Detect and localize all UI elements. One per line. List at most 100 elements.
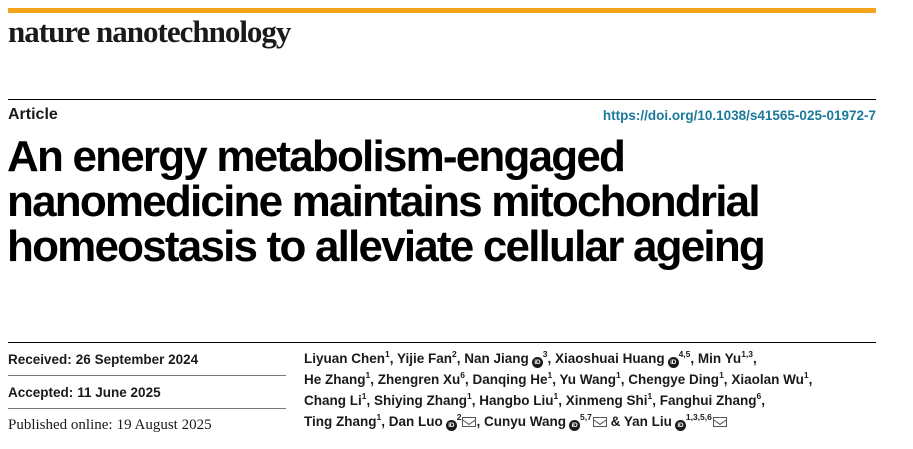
doi-link[interactable]: https://doi.org/10.1038/s41565-025-01972… [602,108,876,123]
author-name[interactable]: Shiying Zhang [374,393,467,408]
author-name[interactable]: Ting Zhang [304,414,377,429]
author-entry[interactable]: He Zhang1, [304,370,378,387]
article-title-line: An energy metabolism-engaged [7,132,626,181]
affiliation-superscript: 1 [361,391,367,401]
received-date: Received: 26 September 2024 [8,343,286,376]
affiliation-superscript: 2 [456,412,462,422]
affiliation-superscript: 4,5 [678,349,691,359]
author-name[interactable]: Nan Jiang [464,351,529,366]
author-entry[interactable]: Shiying Zhang1, [374,391,480,408]
author-line: He Zhang1, Zhengren Xu6, Danqing He1, Yu… [304,369,879,390]
author-entry[interactable]: Fanghui Zhang6, [659,392,766,408]
author-separator: , [381,414,389,429]
author-entry[interactable]: Min Yu1,3, [697,349,757,366]
author-entry[interactable]: Yan Liu iD1,3,5,6 [623,412,727,431]
received-value: 26 September 2024 [75,351,199,367]
affiliation-superscript: 1 [365,370,371,380]
article-title: An energy metabolism-engaged nanomedicin… [7,134,877,269]
published-value: 19 August 2025 [116,417,212,433]
affiliation-superscript: 1 [719,370,724,380]
publication-dates: Received: 26 September 2024 Accepted: 11… [8,343,286,442]
author-line: Liyuan Chen1, Yijie Fan2, Nan Jiang iD3, … [304,348,879,369]
accepted-value: 11 June 2025 [77,384,161,400]
author-name[interactable]: He Zhang [304,372,366,387]
author-name[interactable]: Fanghui Zhang [659,393,757,408]
journal-accent-rule [8,8,876,13]
orcid-icon[interactable]: iD [569,420,580,431]
author-separator: , [471,393,480,408]
published-label: Published online: [8,417,113,433]
affiliation-superscript: 3 [542,349,548,359]
author-entry[interactable]: Liyuan Chen1, [304,350,398,366]
affiliation-superscript: 1 [376,412,382,422]
accepted-date: Accepted: 11 June 2025 [8,376,286,409]
affiliation-superscript: 1 [467,391,472,401]
orcid-icon[interactable]: iD [674,420,686,431]
author-entry[interactable]: Yijie Fan2, [397,349,464,366]
orcid-icon[interactable]: iD [445,420,457,431]
author-entry[interactable]: Xiaolan Wu1, [731,370,813,387]
affiliation-superscript: 1 [547,370,553,380]
affiliation-superscript: 2 [452,349,457,359]
author-name[interactable]: Yu Wang [559,372,617,387]
author-separator: , [558,393,566,408]
accepted-label: Accepted: [8,384,74,400]
author-name[interactable]: Zhengren Xu [377,372,461,387]
author-entry[interactable]: Hangbo Liu1, [479,391,566,408]
author-entry[interactable]: Danqing He1, [472,370,560,387]
author-entry[interactable]: Nan Jiang iD3, [464,349,555,368]
affiliation-superscript: 1,3 [741,349,754,359]
author-entry[interactable]: Zhengren Xu6, [377,370,473,387]
orcid-icon[interactable]: iD [531,357,543,368]
author-name[interactable]: Liyuan Chen [304,351,386,366]
received-label: Received: [8,351,72,367]
author-entry[interactable]: Xinmeng Shi1, [565,392,660,408]
affiliation-superscript: 1 [803,370,809,380]
author-name[interactable]: Danqing He [472,372,548,387]
author-entry[interactable]: Yu Wang1, [559,370,629,387]
article-type-label: Article [8,106,58,123]
author-name[interactable]: Xiaoshuai Huang [555,351,665,366]
author-separator: & [606,414,624,429]
author-separator: , [620,372,629,387]
author-entry[interactable]: Xiaoshuai Huang iD4,5, [555,349,698,368]
published-date: Published online: 19 August 2025 [8,409,286,442]
orcid-icon[interactable]: iD [667,357,679,368]
article-title-line: homeostasis to alleviate cellular ageing [7,222,766,271]
author-entry[interactable]: Ting Zhang1, [304,412,389,429]
author-separator: , [366,393,374,408]
author-list: Liyuan Chen1, Yijie Fan2, Nan Jiang iD3, … [304,348,879,432]
author-entry[interactable]: Chang Li1, [304,391,374,408]
article-title-line: nanomedicine maintains mitochondrial [7,177,761,226]
author-entry[interactable]: Dan Luo iD2, [388,412,484,431]
author-separator: , [465,372,473,387]
email-icon[interactable] [712,417,727,427]
author-separator: , [808,372,813,387]
author-name[interactable]: Min Yu [697,351,742,366]
author-entry[interactable]: Cunyu Wang iD5,7 & [484,413,624,431]
affiliation-superscript: 1 [616,370,621,380]
affiliation-superscript: 6 [460,370,466,380]
author-separator: , [389,351,398,366]
affiliation-superscript: 1 [553,391,559,401]
author-name[interactable]: Chang Li [304,393,362,408]
author-name[interactable]: Xiaolan Wu [731,372,804,387]
email-icon[interactable] [462,417,477,427]
affiliation-superscript: 1,3,5,6 [685,412,712,422]
author-name[interactable]: Yan Liu [623,414,672,429]
author-name[interactable]: Hangbo Liu [479,393,554,408]
author-line: Chang Li1, Shiying Zhang1, Hangbo Liu1, … [304,390,879,411]
author-name[interactable]: Yijie Fan [397,351,453,366]
author-separator: , [552,372,560,387]
author-entry[interactable]: Chengye Ding1, [628,370,731,387]
metadata-top-rule [8,342,876,343]
author-name[interactable]: Dan Luo [388,414,443,429]
author-name[interactable]: Xinmeng Shi [565,393,648,408]
author-separator: , [652,393,660,408]
author-separator: , [761,393,766,408]
author-separator: , [753,351,757,366]
email-icon[interactable] [592,417,607,427]
author-name[interactable]: Cunyu Wang [484,414,566,429]
author-name[interactable]: Chengye Ding [628,372,720,387]
author-separator: , [690,351,698,366]
